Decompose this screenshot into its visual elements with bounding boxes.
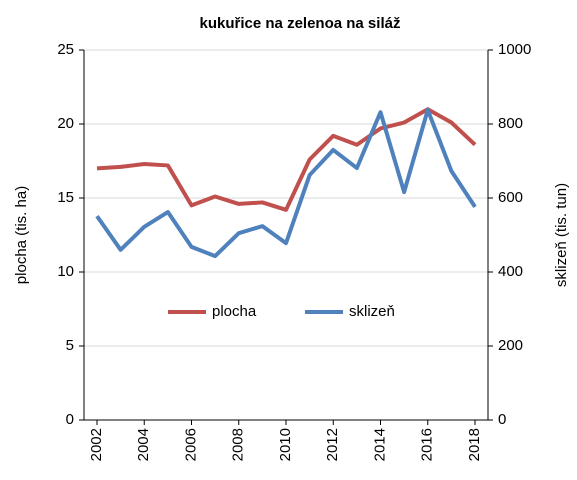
y2-tick-label: 200 <box>498 337 523 354</box>
y2-tick-label: 1000 <box>498 41 531 58</box>
legend-label: sklizeň <box>349 303 395 320</box>
chart-title: kukuřice na zelenoa na siláž <box>200 15 401 32</box>
series-line <box>95 107 477 259</box>
x-tick-label: 2014 <box>371 428 388 461</box>
y2-tick-label: 0 <box>498 411 506 428</box>
y2-axis-label: sklizeň (tis. tun) <box>553 183 570 287</box>
x-tick-label: 2016 <box>419 428 436 461</box>
x-tick-label: 2018 <box>466 428 483 461</box>
x-tick-label: 2004 <box>135 428 152 461</box>
y-tick-label: 5 <box>66 337 74 354</box>
x-tick-label: 2012 <box>324 428 341 461</box>
y-tick-label: 25 <box>57 41 74 58</box>
y2-tick-label: 800 <box>498 115 523 132</box>
x-tick-label: 2010 <box>277 428 294 461</box>
y2-tick-label: 600 <box>498 189 523 206</box>
y2-tick-label: 400 <box>498 263 523 280</box>
x-tick-label: 2008 <box>230 428 247 461</box>
series-line <box>96 107 477 212</box>
x-tick-label: 2006 <box>182 428 199 461</box>
legend-label: plocha <box>212 303 257 320</box>
x-tick-label: 2002 <box>88 428 105 461</box>
y-tick-label: 10 <box>57 263 74 280</box>
y-tick-label: 0 <box>66 411 74 428</box>
y-tick-label: 20 <box>57 115 74 132</box>
y-axis-label: plocha (tis. ha) <box>13 186 30 284</box>
y-tick-label: 15 <box>57 189 74 206</box>
